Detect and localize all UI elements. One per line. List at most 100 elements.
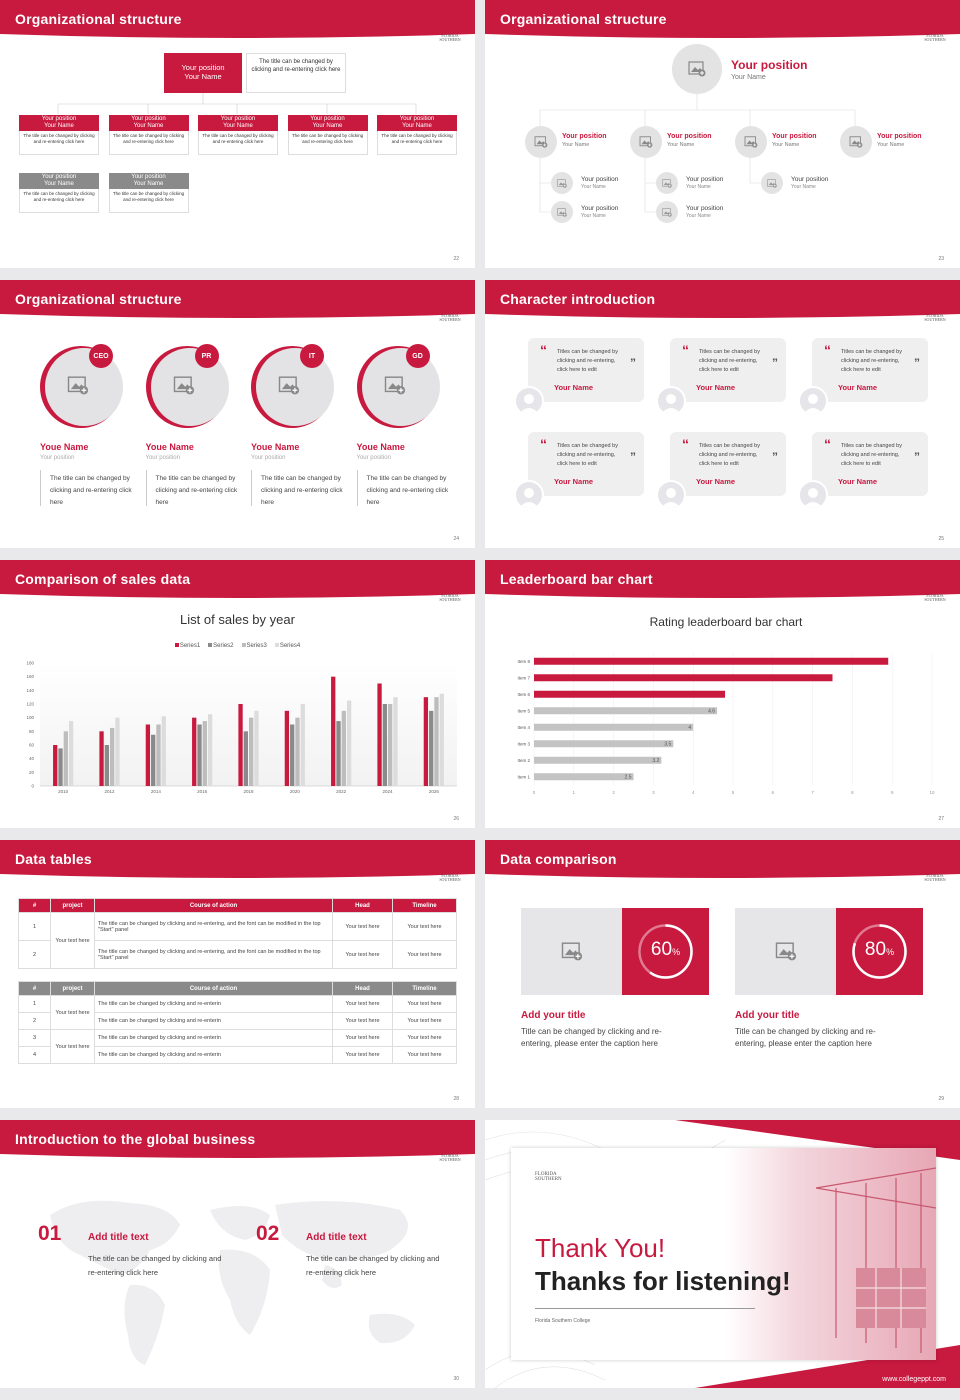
person-name: Youe Name [251, 442, 300, 452]
building-photo [726, 1148, 936, 1360]
bar [202, 721, 207, 786]
slide-26[interactable]: Comparison of sales data FLORIDA SOUTHERN… [0, 560, 475, 828]
quote-open-icon: “ [540, 436, 547, 452]
quote-card: “ Titles can be changed by clicking and … [812, 432, 928, 496]
bar [254, 710, 259, 786]
y-tick-label: 20 [29, 770, 35, 775]
org-box[interactable]: Your position Your Name The title can be c… [108, 115, 189, 155]
org-box[interactable]: Your position Your Name The title can be c… [287, 115, 368, 155]
position-label: Your position [581, 205, 619, 212]
position-label: Your position [772, 133, 817, 140]
percent-panel: 80% [836, 908, 923, 995]
slide-title: Comparison of sales data [15, 571, 191, 587]
quote-close-icon: ” [914, 356, 920, 370]
slide-27[interactable]: Leaderboard bar chart FLORIDA SOUTHERN Ra… [485, 560, 960, 828]
item-title: Add your title [521, 1010, 586, 1021]
slide-25[interactable]: Character introduction FLORIDA SOUTHERN “… [485, 280, 960, 548]
slide-header: Organizational structure [0, 0, 475, 50]
chart-legend: Series1 Series2 Series3 Series4 [0, 643, 475, 649]
percent-panel: 60% [622, 908, 709, 995]
image-placeholder-icon [767, 178, 777, 188]
y-tick-label: Item 4 [517, 725, 530, 730]
position-label: Your position [877, 133, 922, 140]
user-avatar-icon [798, 386, 828, 416]
name-label: Your Name [581, 213, 606, 219]
slide-title: Leaderboard bar chart [500, 571, 653, 587]
org-box[interactable]: Your position Your Name The title can be c… [19, 173, 99, 213]
slide-24[interactable]: Organizational structure FLORIDA SOUTHERN… [0, 280, 475, 548]
bar [290, 724, 295, 786]
bar [58, 748, 63, 786]
slide-header: Data comparison [485, 840, 960, 890]
logo: FLORIDA SOUTHERN [924, 33, 946, 42]
slide-header: Organizational structure [0, 280, 475, 330]
x-tick-label: 6 [772, 790, 775, 795]
slide-23[interactable]: Organizational structure FLORIDA SOUTHERN… [485, 0, 960, 268]
data-table-1: # project Course of action Head Timeline… [18, 898, 457, 969]
chart-title: Rating leaderboard bar chart [649, 615, 803, 629]
item-title: Add title text [88, 1232, 149, 1243]
org-box[interactable]: Your position Your Name The title can be c… [198, 115, 278, 155]
progress-ring [638, 924, 693, 979]
slide-22[interactable]: Organizational structure FLORIDA SOUTHERN… [0, 0, 475, 268]
image-placeholder-icon [278, 376, 300, 395]
bar [156, 724, 161, 786]
quote-close-icon: ” [914, 450, 920, 464]
slide-28[interactable]: Data tables FLORIDA SOUTHERN # project Co… [0, 840, 475, 1108]
college-name: Florida Southern College [535, 1318, 591, 1324]
user-avatar-icon [514, 386, 544, 416]
role-badge: PR [194, 344, 219, 368]
bar [336, 721, 341, 786]
person-position: Your position [251, 455, 286, 461]
user-avatar-icon [514, 480, 544, 510]
org-box[interactable]: Your position Your Name The title can be c… [377, 115, 457, 155]
role-badge: CEO [89, 344, 113, 368]
image-placeholder-icon [662, 178, 672, 188]
data-label: 2.5 [625, 775, 632, 781]
name-label: Your Name [686, 213, 711, 219]
slide-31[interactable]: FLORIDA SOUTHERN Thank You! Thanks for li… [485, 1120, 960, 1388]
bar [434, 697, 439, 786]
top-position: Your position [731, 58, 808, 72]
bar [249, 717, 254, 786]
org-top-box[interactable]: Your position Your Name [164, 53, 242, 93]
org-box[interactable]: Your position Your Name The title can be c… [19, 115, 99, 155]
bar [439, 693, 444, 786]
slide-30[interactable]: Introduction to the global business FLOR… [0, 1120, 475, 1388]
x-tick-label: 2024 [382, 789, 393, 794]
image-placeholder-icon [67, 376, 89, 395]
quote-close-icon: ” [772, 450, 778, 464]
x-tick-label: 2026 [429, 789, 440, 794]
legend-item: Series3 [241, 643, 267, 649]
image-placeholder [735, 908, 836, 995]
slide-title: Data tables [15, 851, 92, 867]
org-box[interactable]: Your position Your Name The title can be c… [108, 173, 189, 213]
position-label: Your position [791, 176, 829, 183]
avatar [551, 172, 573, 194]
item-number: 02 [256, 1222, 280, 1245]
bar [207, 714, 213, 786]
image-placeholder-icon [662, 207, 672, 217]
y-tick-label: Item 5 [517, 708, 530, 713]
image-placeholder-icon [557, 178, 567, 188]
org-connectors [57, 93, 417, 114]
avatar [384, 376, 406, 395]
avatar [630, 126, 662, 158]
top-avatar [672, 44, 722, 94]
slide-header: Character introduction [485, 280, 960, 330]
slide-title: Organizational structure [15, 291, 182, 307]
slide-header: Organizational structure [485, 0, 960, 50]
position-label: Your position [562, 133, 607, 140]
bar [68, 721, 74, 786]
image-placeholder-icon [688, 61, 706, 77]
slide-29[interactable]: Data comparison FLORIDA SOUTHERN 60% Add … [485, 840, 960, 1108]
name-label: Your Name [581, 184, 606, 190]
website-url: www.collegeppt.com [882, 1376, 946, 1383]
percent-value: 60 [650, 939, 673, 960]
plot-area [40, 663, 457, 786]
y-tick-label: 40 [29, 756, 35, 761]
thanks-title: Thank You! [535, 1233, 666, 1263]
bar [104, 745, 109, 786]
org-top-desc: The title can be changed by clicking and… [246, 53, 346, 93]
bar [243, 731, 248, 786]
